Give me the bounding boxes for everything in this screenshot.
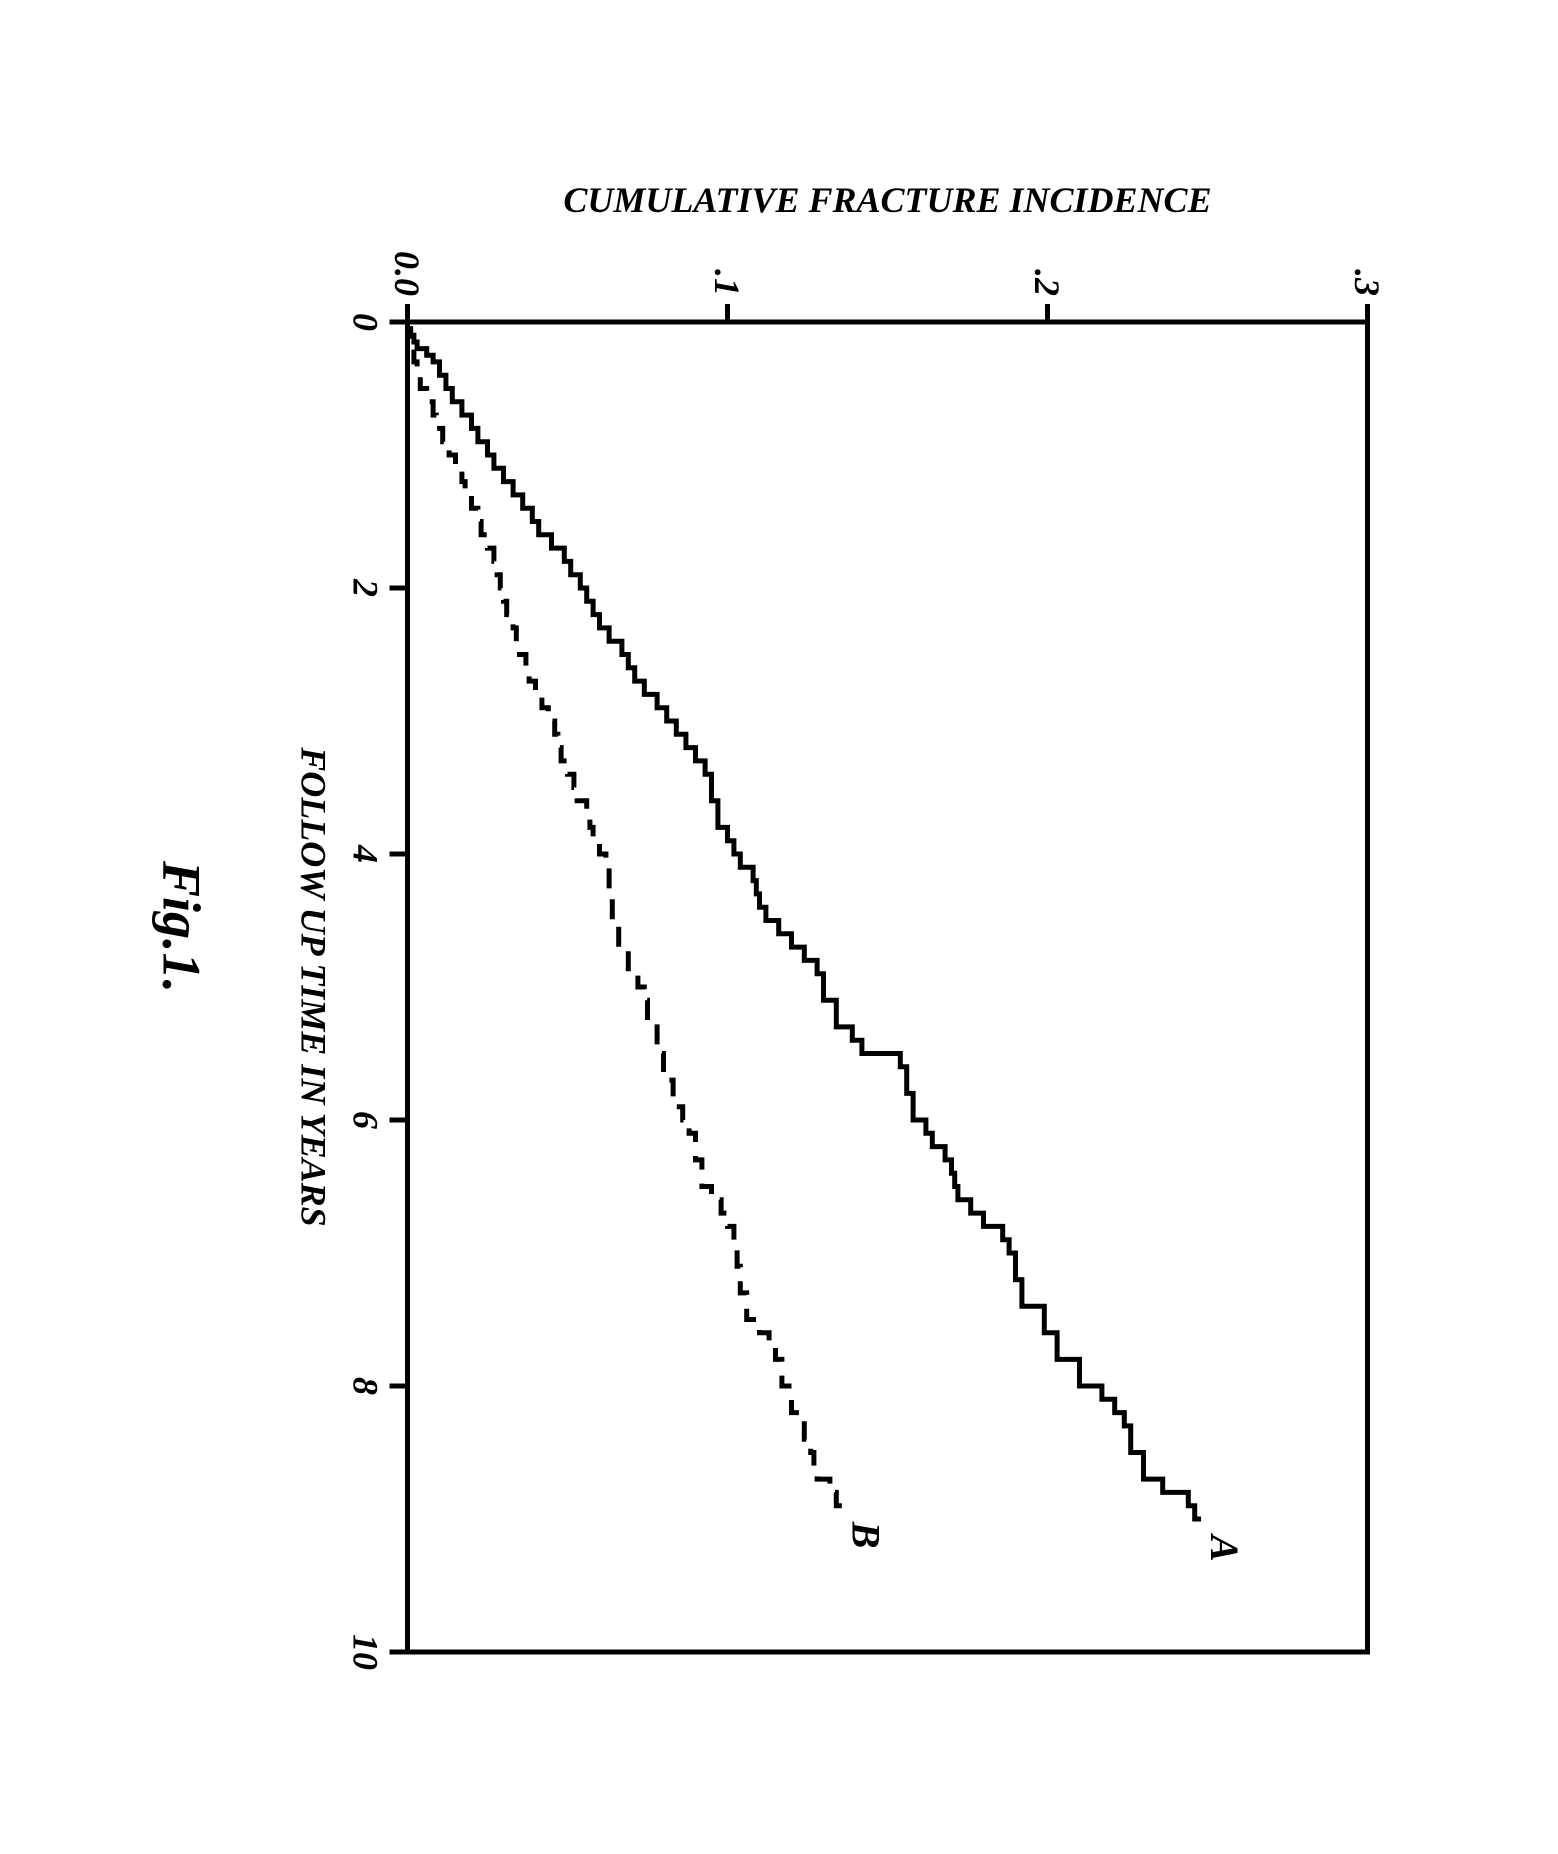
- y-tick-label: .3: [1347, 269, 1387, 296]
- y-tick-label: 0.0: [387, 251, 427, 296]
- chart-svg: 0 2 4 6 8 10 0.0 .1 .2 .3 FOLLOW UP TIME IN YEARS C…: [228, 147, 1408, 1707]
- series-label-B: B: [844, 1521, 889, 1549]
- x-tick-label: 0: [346, 313, 386, 331]
- chart-bg: [228, 147, 1408, 1707]
- x-tick-label: 8: [346, 1377, 386, 1395]
- y-tick-label: .2: [1027, 269, 1067, 296]
- x-tick-label: 6: [346, 1111, 386, 1129]
- x-tick-label: 4: [346, 844, 386, 863]
- y-axis-label: CUMULATIVE FRACTURE INCIDENCE: [563, 180, 1211, 220]
- x-tick-label: 2: [346, 578, 386, 597]
- series-label-A: A: [1202, 1532, 1247, 1562]
- figure-caption: Fig.1.: [151, 147, 213, 1707]
- x-tick-label: 10: [346, 1634, 386, 1670]
- x-axis-label: FOLLOW UP TIME IN YEARS: [294, 746, 334, 1226]
- figure-container: 0 2 4 6 8 10 0.0 .1 .2 .3 FOLLOW UP TIME IN YEARS C…: [151, 147, 1408, 1707]
- y-tick-label: .1: [707, 269, 747, 296]
